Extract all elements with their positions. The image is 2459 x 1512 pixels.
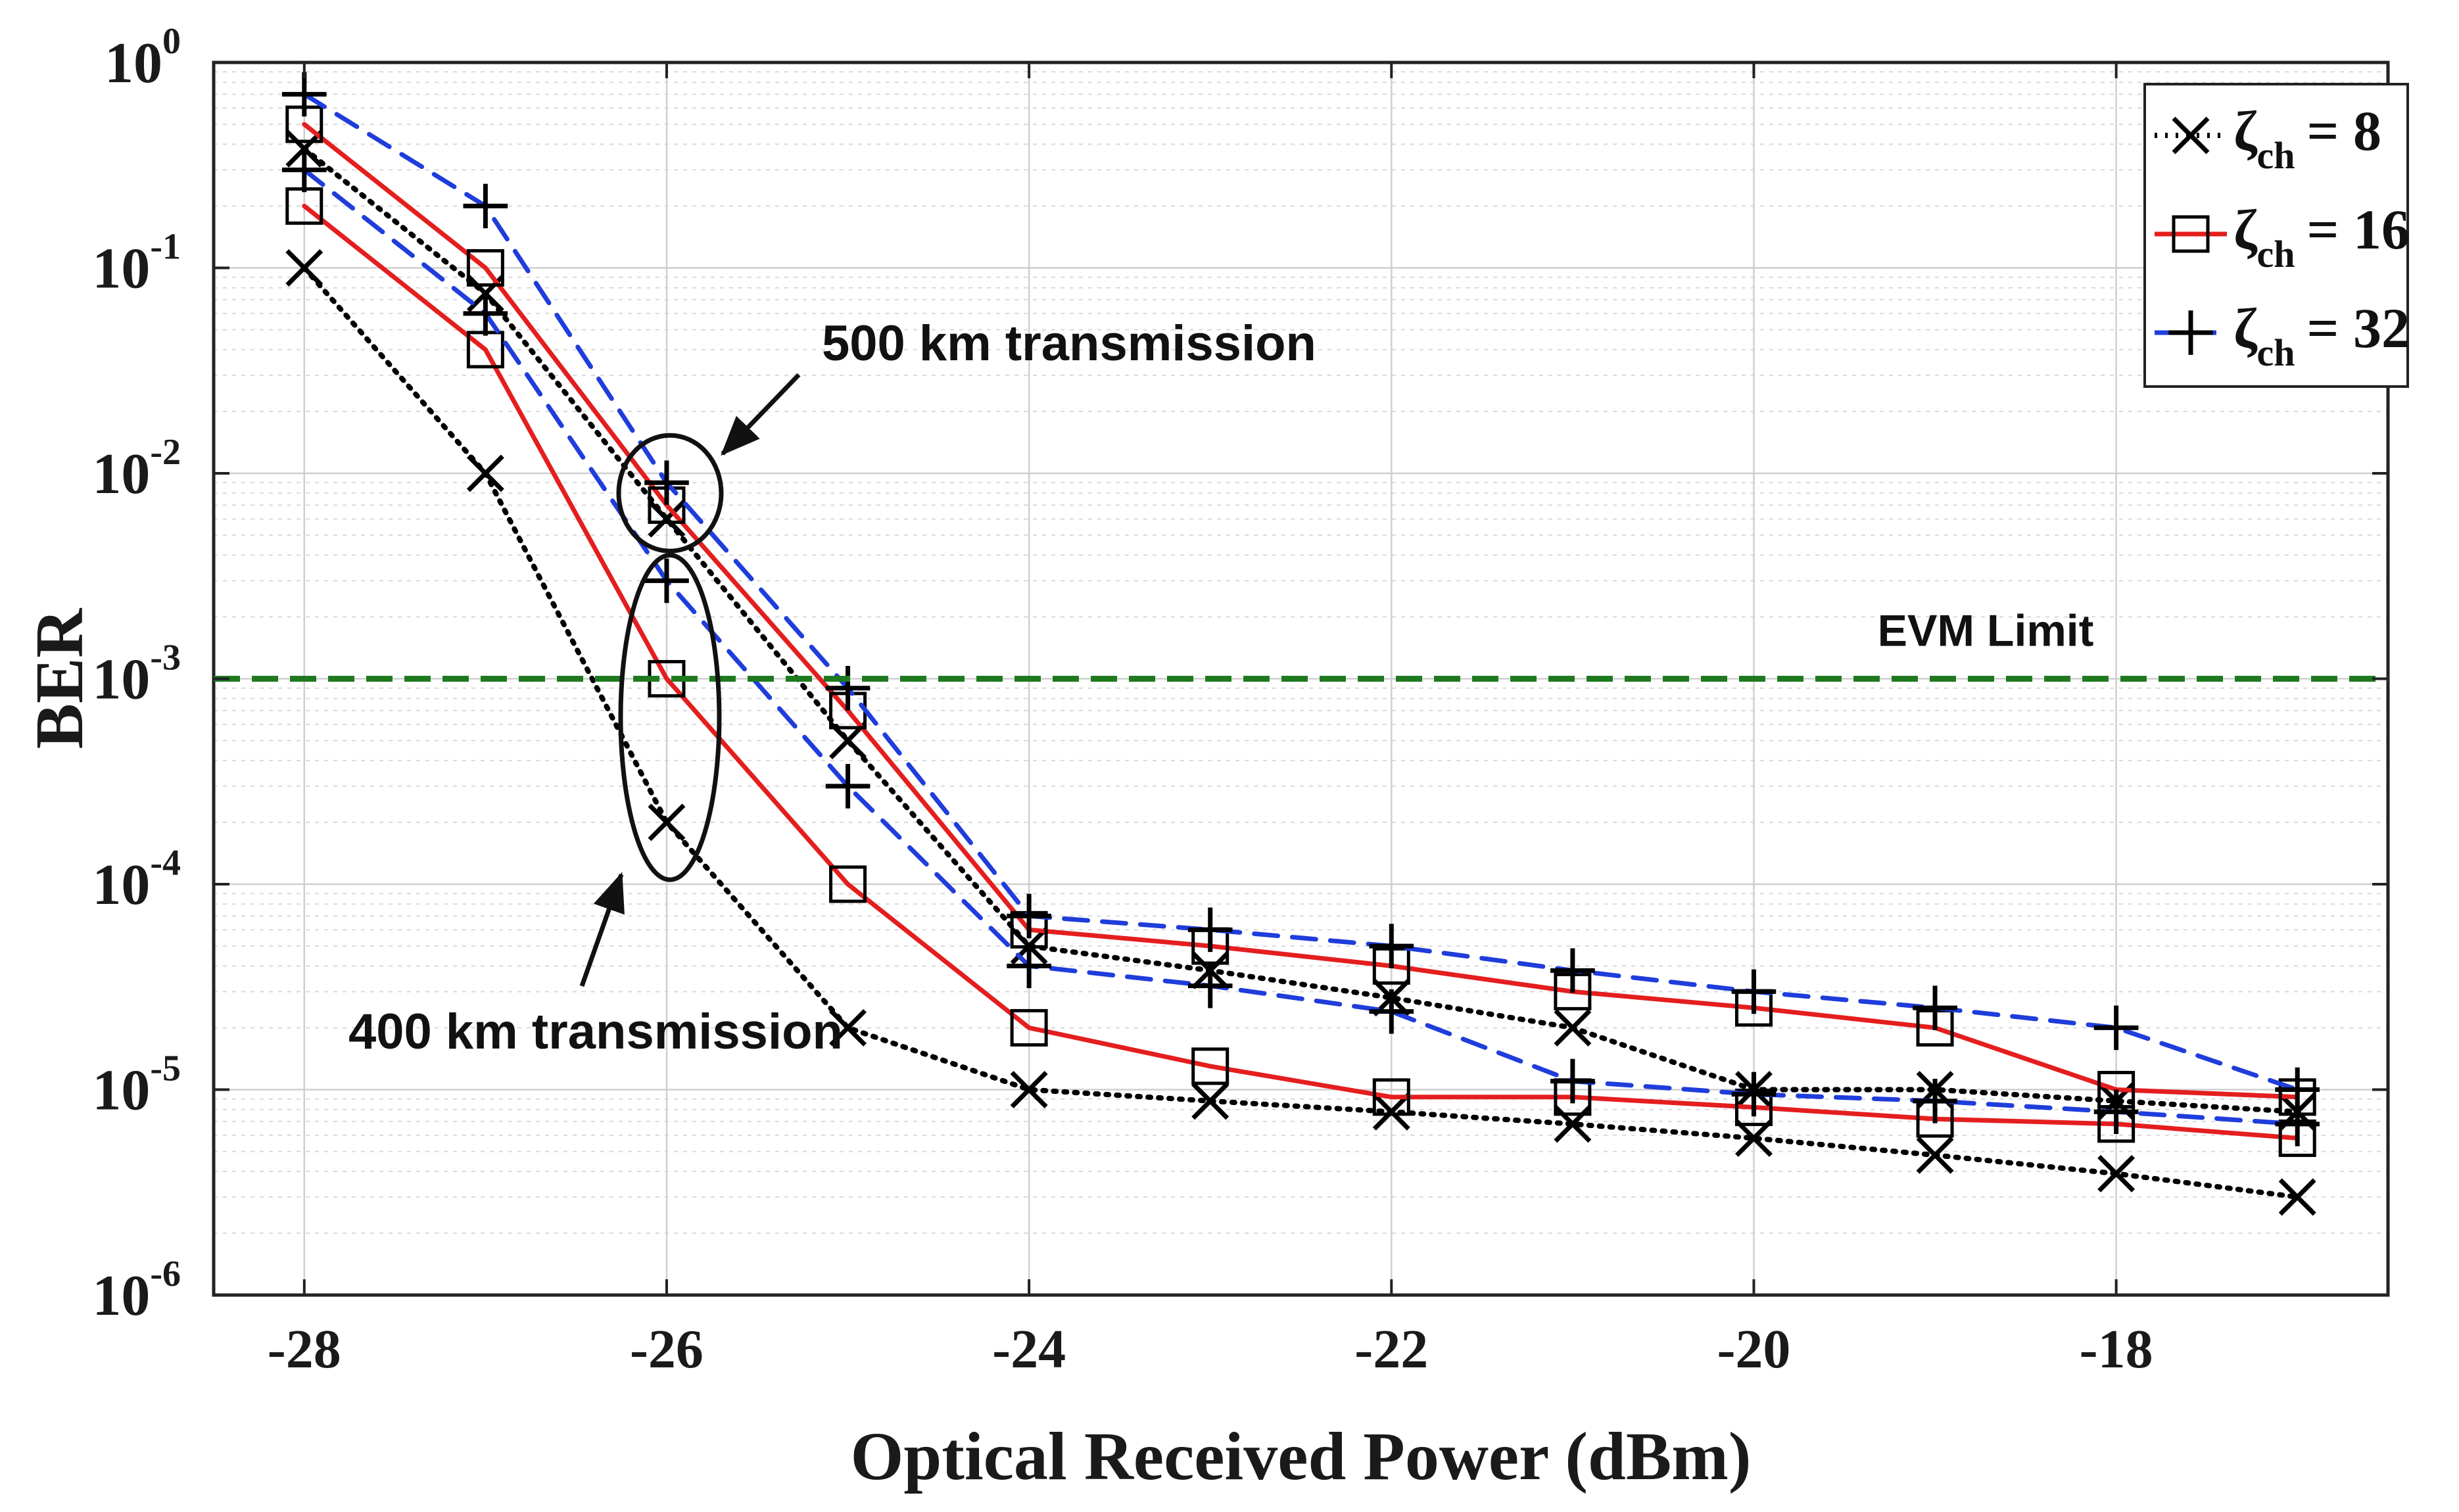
x-tick-label: -18: [2080, 1319, 2153, 1380]
data-point-plus: [1007, 943, 1051, 989]
data-point-x: [648, 500, 686, 538]
x-tick-label: -22: [1354, 1319, 1428, 1380]
data-point-plus: [1731, 1072, 1777, 1117]
series-zeta8-0: [285, 249, 2316, 1216]
series-line: [302, 203, 2300, 1141]
series-layer: [281, 72, 2320, 1216]
y-tick-label: 100: [105, 21, 181, 95]
data-point-x: [466, 454, 504, 492]
data-point-square: [1010, 1008, 1048, 1047]
data-point-square: [1191, 1047, 1230, 1085]
data-point-square: [829, 865, 867, 903]
legend-item-zeta8: ζch = 8: [2155, 99, 2381, 177]
data-point-plus: [825, 666, 871, 711]
arrow-400km: [579, 872, 625, 987]
data-point-x: [2278, 1178, 2316, 1216]
data-point-plus: [1913, 1079, 1957, 1123]
annotation-500km: 500 km transmission: [822, 316, 1316, 371]
evm-limit-label: EVM Limit: [1878, 606, 2094, 656]
data-point-plus: [281, 72, 327, 117]
ellipse-500km: [616, 433, 724, 554]
y-tick-label: 10-4: [92, 843, 181, 917]
series-line: [301, 265, 2301, 1200]
series-zeta32-5: [281, 72, 2320, 1112]
data-point-plus: [644, 460, 689, 506]
series-zeta16-3: [285, 105, 2316, 1116]
data-point-plus: [1731, 969, 1777, 1014]
data-point-plus: [1913, 985, 1957, 1030]
data-point-x: [829, 1008, 867, 1047]
data-point-plus: [1550, 948, 1595, 993]
data-point-plus: [1369, 924, 1414, 968]
series-line: [302, 122, 2300, 1100]
data-point-plus: [1369, 989, 1414, 1034]
annotations: 500 km transmission 400 km transmission: [348, 316, 1316, 1060]
series-zeta16-2: [285, 187, 2316, 1157]
y-tick-label: 10-3: [92, 638, 181, 712]
data-point-x: [648, 803, 686, 841]
data-point-plus: [2093, 1089, 2139, 1135]
y-tick-label: 10-2: [92, 432, 181, 506]
x-tick-label: -26: [630, 1319, 704, 1380]
data-point-plus: [1007, 893, 1051, 939]
legend-marker-plus: [2168, 310, 2213, 355]
data-point-square: [466, 249, 504, 287]
data-point-x: [1010, 1071, 1048, 1108]
y-tick-label: 10-1: [92, 227, 181, 301]
y-axis-label: BER: [22, 607, 97, 749]
data-point-x: [1554, 1008, 1592, 1047]
data-point-plus: [1187, 963, 1233, 1008]
data-point-x: [1916, 1136, 1954, 1174]
ellipse-400km: [618, 552, 722, 882]
data-point-plus: [463, 291, 508, 336]
series-line: [301, 146, 2301, 1115]
data-point-x: [2097, 1154, 2136, 1193]
data-point-x: [1734, 1119, 1773, 1157]
data-point-square: [1372, 1078, 1410, 1116]
data-point-x: [285, 249, 323, 287]
annotation-400km: 400 km transmission: [348, 1004, 843, 1060]
legend-item-zeta16: ζch = 16: [2155, 198, 2410, 275]
x-axis-ticks: -28 -26 -24 -22 -20 -18: [268, 62, 2153, 1380]
data-point-plus: [2093, 1005, 2139, 1051]
arrow-500km: [721, 373, 801, 456]
y-tick-label: 10-5: [92, 1049, 181, 1123]
data-point-plus: [2275, 1067, 2320, 1112]
legend-label: ζch = 32: [2233, 296, 2410, 374]
data-point-plus: [281, 147, 327, 193]
data-point-plus: [825, 764, 871, 809]
x-tick-label: -24: [992, 1319, 1066, 1380]
data-point-plus: [1187, 907, 1233, 953]
data-point-plus: [644, 558, 689, 603]
legend-item-zeta32: ζch = 32: [2155, 296, 2410, 374]
evm-limit: EVM Limit: [214, 606, 2388, 682]
legend: ζch = 8 ζch = 16 ζch = 32: [2143, 83, 2410, 388]
x-axis-label: Optical Received Power (dBm): [851, 1419, 1752, 1494]
legend-marker-x: [2172, 116, 2210, 154]
legend-label: ζch = 8: [2233, 99, 2381, 177]
y-tick-label: 10-6: [92, 1254, 181, 1328]
data-point-x: [1372, 1093, 1410, 1131]
series-line: [302, 91, 2300, 1092]
legend-marker-square: [2172, 215, 2210, 253]
legend-label: ζch = 16: [2233, 198, 2410, 275]
data-point-plus: [1550, 1058, 1595, 1104]
y-axis-ticks: 100 10-1 10-2 10-3 10-4 10-5 10-6: [92, 21, 2388, 1328]
x-tick-label: -28: [268, 1319, 341, 1380]
x-tick-label: -20: [1717, 1319, 1790, 1380]
data-point-x: [1191, 1082, 1230, 1120]
data-point-plus: [463, 183, 508, 229]
